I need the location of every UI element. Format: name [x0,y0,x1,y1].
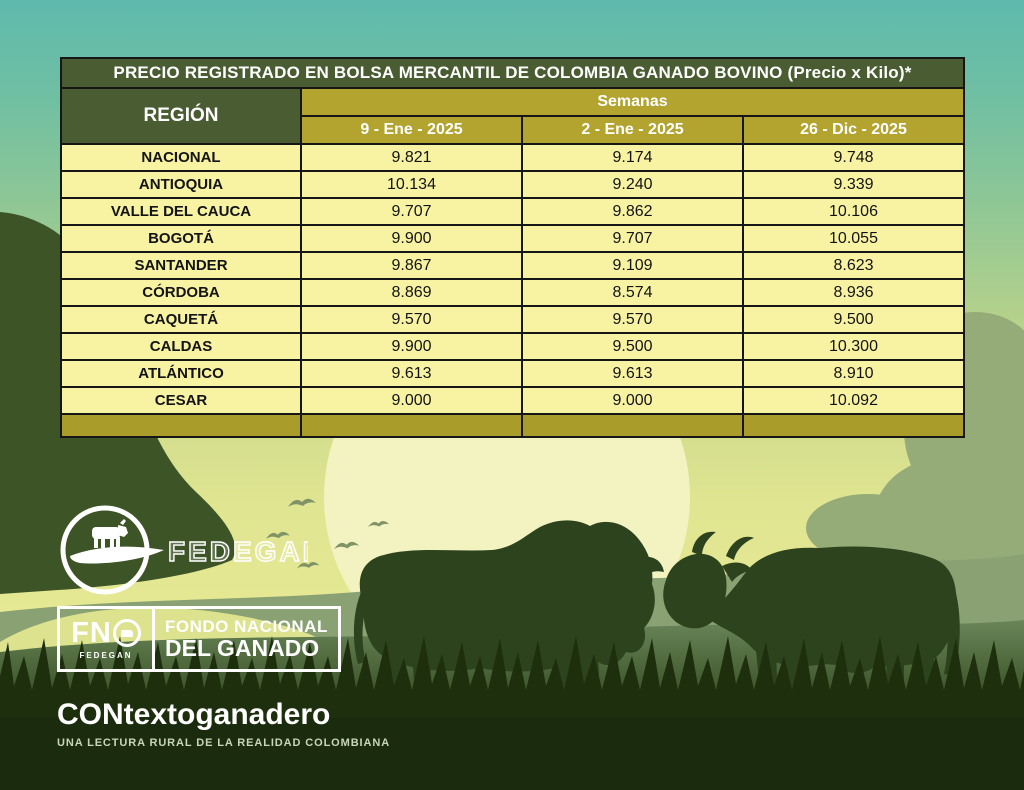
price-cell: 10.106 [742,197,965,226]
price-cell: 9.570 [300,305,523,334]
price-cell: 8.574 [521,278,744,307]
price-cell: 9.748 [742,143,965,172]
price-cell: 9.240 [521,170,744,199]
price-cell: 10.092 [742,386,965,415]
region-header: REGIÓN [60,87,302,145]
price-cell: 9.174 [521,143,744,172]
table-header-row: REGIÓN Semanas [60,87,965,145]
fng-fn-text: FN [71,616,112,649]
region-cell: VALLE DEL CAUCA [60,197,302,226]
fng-sub-label: FEDEGAN [79,650,133,660]
price-cell: 9.900 [300,224,523,253]
week-column-2: 2 - Ene - 2025 [521,115,744,145]
region-cell: BOGOTÁ [60,224,302,253]
price-cell: 9.707 [300,197,523,226]
price-cell: 8.623 [742,251,965,280]
table-title: PRECIO REGISTRADO EN BOLSA MERCANTIL DE … [60,57,965,89]
table-row: NACIONAL 9.821 9.174 9.748 [60,143,965,172]
fng-line2: DEL GANADO [165,634,320,661]
fng-line1: FONDO NACIONAL [165,617,328,637]
table-row: CAQUETÁ 9.570 9.570 9.500 [60,305,965,334]
table-row: VALLE DEL CAUCA 9.707 9.862 10.106 [60,197,965,226]
fedegan-logo: FEDEGAN [60,505,308,595]
footer-cell [742,413,965,438]
price-cell: 10.055 [742,224,965,253]
price-cell: 9.500 [742,305,965,334]
contextoganadero-logo: CONtextoganadero UNA LECTURA RURAL DE LA… [57,698,391,750]
region-cell: CALDAS [60,332,302,361]
table-row: ANTIOQUIA 10.134 9.240 9.339 [60,170,965,199]
region-cell: CAQUETÁ [60,305,302,334]
price-cell: 9.000 [300,386,523,415]
price-table: PRECIO REGISTRADO EN BOLSA MERCANTIL DE … [60,57,965,438]
region-cell: ANTIOQUIA [60,170,302,199]
table-row: CESAR 9.000 9.000 10.092 [60,386,965,415]
table-row: BOGOTÁ 9.900 9.707 10.055 [60,224,965,253]
contexto-tagline: UNA LECTURA RURAL DE LA REALIDAD COLOMBI… [57,737,391,749]
price-cell: 9.339 [742,170,965,199]
table-row: ATLÁNTICO 9.613 9.613 8.910 [60,359,965,388]
week-column-1: 9 - Ene - 2025 [300,115,523,145]
contexto-wordmark: CONtextoganadero [57,698,331,731]
fng-logo: FN FEDEGAN FONDO NACIONAL DEL GANADO [57,606,341,672]
price-cell: 9.707 [521,224,744,253]
region-cell: NACIONAL [60,143,302,172]
price-cell: 10.300 [742,332,965,361]
region-cell: ATLÁNTICO [60,359,302,388]
price-cell: 8.936 [742,278,965,307]
price-cell: 9.613 [300,359,523,388]
fng-acronym: FN [71,616,141,649]
price-cell: 9.500 [521,332,744,361]
table-footer-row [60,413,965,438]
weeks-header: Semanas [300,87,965,117]
price-cell: 8.869 [300,278,523,307]
region-cell: SANTANDER [60,251,302,280]
price-cell: 9.821 [300,143,523,172]
table-row: CÓRDOBA 8.869 8.574 8.936 [60,278,965,307]
g-cow-icon [112,619,141,647]
region-cell: CESAR [60,386,302,415]
fedegan-wordmark: FEDEGAN [168,536,308,567]
footer-cell [300,413,523,438]
price-cell: 9.570 [521,305,744,334]
fng-left-panel: FN FEDEGAN [60,609,155,669]
price-cell: 8.910 [742,359,965,388]
table-row: CALDAS 9.900 9.500 10.300 [60,332,965,361]
price-cell: 10.134 [300,170,523,199]
price-cell: 9.867 [300,251,523,280]
price-cell: 9.109 [521,251,744,280]
region-cell: CÓRDOBA [60,278,302,307]
fng-right-panel: FONDO NACIONAL DEL GANADO [155,609,338,669]
table-title-row: PRECIO REGISTRADO EN BOLSA MERCANTIL DE … [60,57,965,89]
price-cell: 9.900 [300,332,523,361]
grass-base [0,718,1024,790]
cow-icon [92,519,128,548]
price-cell: 9.613 [521,359,744,388]
price-cell: 9.000 [521,386,744,415]
footer-cell [521,413,744,438]
week-column-3: 26 - Dic - 2025 [742,115,965,145]
price-cell: 9.862 [521,197,744,226]
table-row: SANTANDER 9.867 9.109 8.623 [60,251,965,280]
fedegan-swoosh-icon [70,546,164,564]
table-subheader-row: 9 - Ene - 2025 2 - Ene - 2025 26 - Dic -… [61,115,965,145]
footer-cell [60,413,302,438]
